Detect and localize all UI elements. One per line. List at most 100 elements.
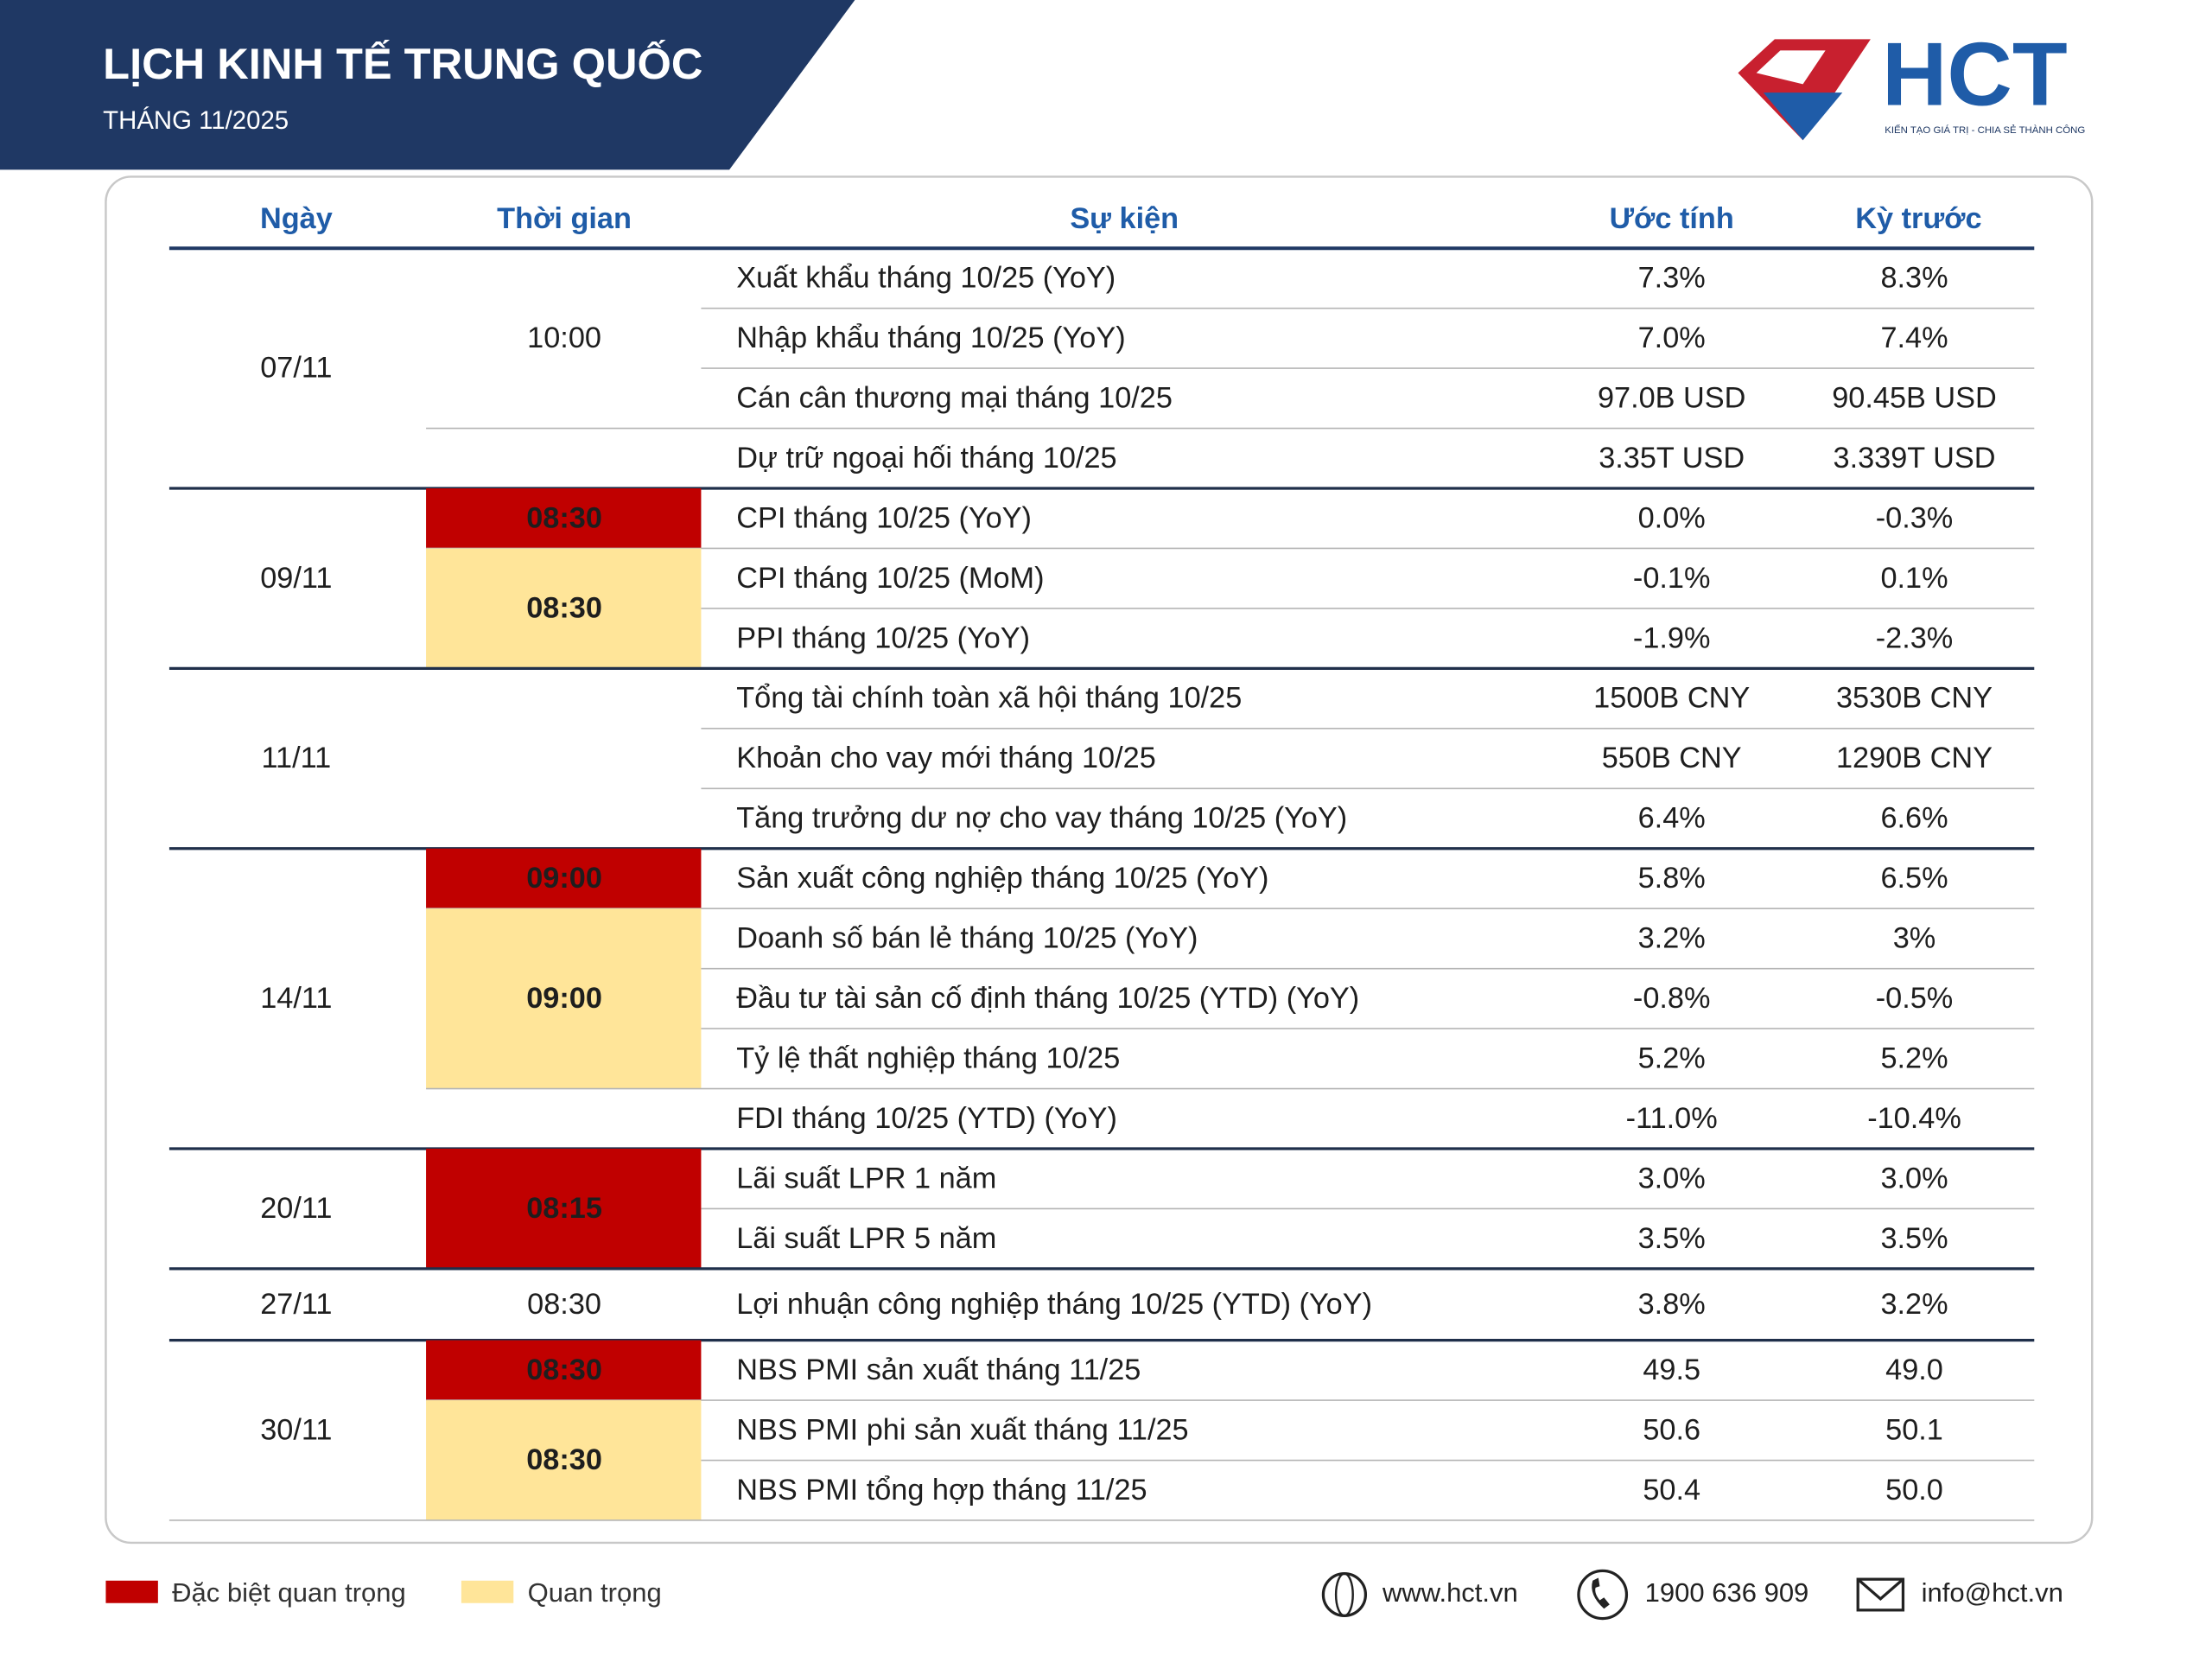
previous: 3.339T USD — [1834, 442, 1996, 475]
header-banner — [0, 0, 855, 170]
logo-tagline: KIẾN TẠO GIÁ TRỊ - CHIA SẺ THÀNH CÔNG — [1885, 124, 2085, 136]
previous: 0.1% — [1880, 562, 1948, 595]
estimate: 3.5% — [1638, 1222, 1706, 1255]
date: 30/11 — [260, 1414, 332, 1447]
estimate: 3.35T USD — [1599, 442, 1745, 475]
estimate: 6.4% — [1638, 802, 1706, 835]
estimate: 3.0% — [1638, 1162, 1706, 1194]
date: 11/11 — [262, 742, 332, 774]
logo-mark — [1756, 50, 1826, 85]
column-header: Kỳ trước — [1855, 202, 1981, 235]
time-highlight — [426, 548, 702, 669]
event-name: NBS PMI phi sản xuất tháng 11/25 — [736, 1414, 1188, 1447]
date: 09/11 — [260, 562, 332, 595]
column-header: Sự kiện — [1070, 202, 1179, 235]
estimate: 3.8% — [1638, 1288, 1706, 1321]
time-highlight — [426, 1340, 702, 1401]
estimate: 5.2% — [1638, 1042, 1706, 1075]
footer: Đặc biệt quan trọng Quan trọng www.hct.v… — [105, 1569, 2063, 1621]
event-name: Doanh số bán lẻ tháng 10/25 (YoY) — [736, 922, 1198, 955]
estimate: -11.0% — [1626, 1102, 1718, 1135]
email: info@hct.vn — [1922, 1577, 2063, 1608]
estimate: 550B CNY — [1602, 742, 1742, 774]
time: 08:30 — [526, 592, 602, 625]
previous: 50.1 — [1885, 1414, 1943, 1447]
column-header: Ngày — [260, 202, 333, 235]
estimate: 3.2% — [1638, 922, 1706, 955]
title: LỊCH KINH TẾ TRUNG QUỐC — [103, 39, 702, 88]
website: www.hct.vn — [1382, 1577, 1518, 1608]
date: 27/11 — [260, 1288, 332, 1321]
estimate: 7.3% — [1638, 262, 1706, 295]
subtitle: THÁNG 11/2025 — [103, 106, 289, 135]
mail-icon — [1857, 1577, 1904, 1602]
previous: 8.3% — [1880, 262, 1948, 295]
time: 09:00 — [526, 982, 602, 1015]
logo-mark — [1763, 92, 1843, 141]
estimate: 7.0% — [1638, 322, 1706, 354]
event-name: Sản xuất công nghiệp tháng 10/25 (YoY) — [736, 862, 1268, 895]
event-name: Đầu tư tài sản cố định tháng 10/25 (YTD)… — [736, 982, 1359, 1015]
date: 20/11 — [260, 1192, 332, 1225]
estimate: 50.4 — [1643, 1474, 1700, 1507]
previous: 49.0 — [1885, 1354, 1943, 1386]
time: 08:30 — [526, 1354, 602, 1386]
date: 07/11 — [260, 352, 332, 385]
mail-icon — [1856, 1577, 1905, 1612]
event-name: NBS PMI sản xuất tháng 11/25 — [736, 1354, 1141, 1386]
time: 09:00 — [526, 862, 602, 895]
previous: -10.4% — [1867, 1102, 1961, 1135]
column-header: Thời gian — [497, 202, 632, 235]
event-name: Cán cân thương mại tháng 10/25 — [736, 382, 1173, 415]
legend-label: Quan trọng — [528, 1577, 662, 1608]
previous: 3.5% — [1880, 1222, 1948, 1255]
table: Ngày Thời gian Sự kiện Ước tính Kỳ trước Xuất… — [168, 202, 2035, 1521]
column-header: Ước tính — [1610, 202, 1734, 235]
estimate: -0.1% — [1633, 562, 1711, 595]
event-name: CPI tháng 10/25 (MoM) — [736, 562, 1044, 595]
phone-icon — [1577, 1569, 1629, 1621]
event-name: CPI tháng 10/25 (YoY) — [736, 501, 1032, 534]
logo: HCT KIẾN TẠO GIÁ TRỊ - CHIA SẺ THÀNH CÔN… — [1738, 25, 2085, 141]
event-name: Lãi suất LPR 5 năm — [736, 1222, 996, 1255]
previous: -0.3% — [1876, 501, 1954, 534]
legend-swatch — [105, 1580, 158, 1603]
previous: 7.4% — [1880, 322, 1948, 354]
time: 08:15 — [526, 1192, 602, 1225]
event-name: Xuất khẩu tháng 10/25 (YoY) — [736, 262, 1116, 295]
estimate: 97.0B USD — [1598, 382, 1745, 415]
time: 08:30 — [526, 501, 602, 534]
previous: 6.6% — [1880, 802, 1948, 835]
estimate: 49.5 — [1643, 1354, 1700, 1386]
previous: 3.2% — [1880, 1288, 1948, 1321]
event-name: Tổng tài chính toàn xã hội tháng 10/25 — [736, 682, 1242, 715]
time-highlight — [426, 848, 702, 909]
event-name: Nhập khẩu tháng 10/25 (YoY) — [736, 322, 1125, 354]
previous: 3% — [1893, 922, 1936, 955]
previous: 3.0% — [1880, 1162, 1948, 1194]
web-icon — [1334, 1572, 1354, 1617]
estimate: 1500B CNY — [1593, 682, 1750, 715]
legend-label: Đặc biệt quan trọng — [172, 1577, 406, 1608]
event-name: FDI tháng 10/25 (YTD) (YoY) — [736, 1102, 1117, 1135]
event-name: Khoản cho vay mới tháng 10/25 — [736, 742, 1156, 774]
estimate: 5.8% — [1638, 862, 1706, 895]
previous: -2.3% — [1876, 621, 1954, 654]
event-name: Dự trữ ngoại hối tháng 10/25 — [736, 442, 1116, 475]
phone-icon — [1592, 1577, 1610, 1609]
previous: 5.2% — [1880, 1042, 1948, 1075]
time: 08:30 — [526, 1443, 602, 1476]
event-name: PPI tháng 10/25 (YoY) — [736, 621, 1030, 654]
previous: 90.45B USD — [1832, 382, 1997, 415]
time-highlight — [426, 1400, 702, 1520]
time-highlight — [426, 908, 702, 1089]
previous: -0.5% — [1876, 982, 1954, 1015]
estimate: 0.0% — [1638, 501, 1706, 534]
logo-text: HCT — [1882, 25, 2068, 125]
web-icon — [1321, 1572, 1368, 1617]
date: 14/11 — [260, 982, 332, 1015]
event-name: Tỷ lệ thất nghiệp tháng 10/25 — [736, 1042, 1120, 1075]
estimate: -1.9% — [1633, 621, 1711, 654]
